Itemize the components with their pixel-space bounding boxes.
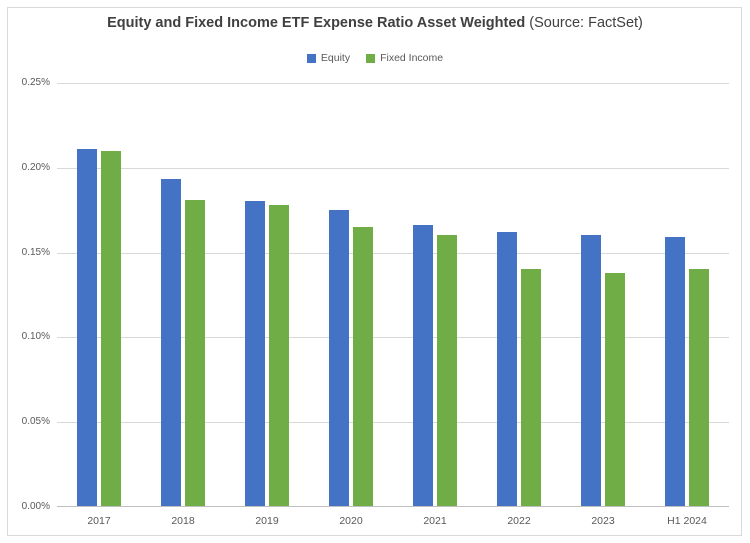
equity-swatch-icon bbox=[306, 53, 316, 63]
bar-fixed-income-h1-2024 bbox=[689, 269, 709, 506]
gridline-0.20% bbox=[57, 167, 729, 169]
chart-legend: Equity Fixed Income bbox=[0, 52, 750, 64]
bar-equity-2021 bbox=[413, 225, 433, 506]
fixed-income-swatch-icon bbox=[366, 53, 376, 63]
y-axis-label-0.10%: 0.10% bbox=[21, 331, 50, 343]
y-axis-label-0.25%: 0.25% bbox=[21, 77, 50, 88]
bar-group-H1 2024 bbox=[645, 83, 729, 506]
bar-fixed-income-2020 bbox=[353, 226, 373, 506]
x-axis-label-2018: 2018 bbox=[171, 515, 195, 527]
legend-label-fixed-income: Fixed Income bbox=[380, 52, 444, 64]
bar-group-2017 bbox=[57, 83, 141, 506]
bar-group-2023 bbox=[561, 83, 645, 506]
bar-fixed-income-2021 bbox=[437, 235, 457, 506]
bar-group-2019 bbox=[225, 83, 309, 506]
bar-equity-2017 bbox=[77, 149, 97, 506]
bar-fixed-income-2022 bbox=[521, 269, 541, 506]
y-axis-label-0.05%: 0.05% bbox=[21, 416, 50, 428]
bar-group-2018 bbox=[141, 83, 225, 506]
legend-label-equity: Equity bbox=[320, 52, 351, 64]
x-axis-label-2019: 2019 bbox=[255, 515, 279, 527]
y-axis-label-0.20%: 0.20% bbox=[21, 161, 50, 173]
bar-fixed-income-2023 bbox=[605, 272, 625, 506]
bar-fixed-income-2019 bbox=[269, 204, 289, 506]
gridline-0.05% bbox=[57, 422, 729, 424]
legend-item-fixed-income: Fixed Income bbox=[366, 52, 443, 64]
chart-title: Equity and Fixed Income ETF Expense Rati… bbox=[0, 13, 750, 33]
gridline-0.10% bbox=[57, 337, 729, 339]
bar-fixed-income-2017 bbox=[101, 150, 121, 506]
plot-area bbox=[57, 83, 729, 507]
bar-group-2021 bbox=[393, 83, 477, 506]
y-axis: 0.25% 0.20% 0.15% 0.10% 0.05% 0.00% bbox=[0, 77, 50, 512]
bar-group-2020 bbox=[309, 83, 393, 506]
x-axis: 2017 2018 2019 2020 2021 2022 2023 H1 2024 bbox=[57, 514, 729, 528]
x-axis-label-2017: 2017 bbox=[87, 515, 111, 527]
chart-title-main: Equity and Fixed Income ETF Expense Rati… bbox=[107, 15, 526, 31]
bar-fixed-income-2018 bbox=[185, 199, 205, 506]
x-axis-label-2020: 2020 bbox=[339, 515, 363, 527]
x-axis-label-2021: 2021 bbox=[423, 515, 447, 527]
bar-group-2022 bbox=[477, 83, 561, 506]
chart-title-source: (Source: FactSet) bbox=[529, 15, 643, 31]
y-axis-label-0.00%: 0.00% bbox=[21, 501, 50, 512]
bar-equity-2020 bbox=[329, 209, 349, 506]
y-axis-label-0.15%: 0.15% bbox=[21, 246, 50, 258]
gridline-0.15% bbox=[57, 252, 729, 254]
x-axis-label-h1-2024: H1 2024 bbox=[667, 515, 707, 527]
bar-equity-h1-2024 bbox=[665, 236, 685, 506]
bar-equity-2018 bbox=[161, 179, 181, 506]
bar-equity-2023 bbox=[581, 235, 601, 506]
x-axis-label-2022: 2022 bbox=[507, 515, 531, 527]
legend-item-equity: Equity bbox=[306, 52, 351, 64]
x-axis-label-2023: 2023 bbox=[591, 515, 615, 527]
bar-equity-2019 bbox=[245, 201, 265, 506]
gridline-0.25% bbox=[57, 83, 729, 84]
bar-equity-2022 bbox=[497, 231, 517, 506]
